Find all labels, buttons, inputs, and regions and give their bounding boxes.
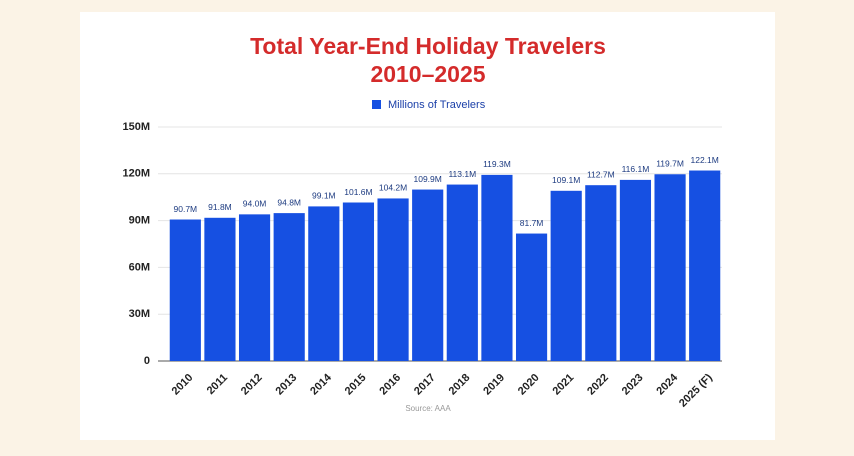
data-label: 94.0M	[243, 199, 267, 209]
x-tick-label: 2012	[239, 372, 265, 398]
bar	[204, 217, 236, 361]
x-tick-label: 2021	[551, 372, 577, 398]
chart-title: Total Year-End Holiday Travelers	[250, 33, 606, 59]
data-label: 119.3M	[483, 159, 511, 169]
y-tick-label: 120M	[122, 168, 150, 180]
data-label: 94.8M	[277, 197, 301, 207]
bar	[654, 174, 686, 361]
x-tick-label: 2023	[620, 372, 646, 398]
data-label: 113.1M	[448, 169, 476, 179]
x-tick-label: 2014	[308, 371, 334, 397]
data-label: 122.1M	[691, 155, 719, 165]
data-label: 99.1M	[312, 191, 336, 201]
bar	[689, 170, 721, 361]
bar	[412, 189, 444, 361]
bar	[273, 213, 305, 361]
data-label: 119.7M	[656, 159, 684, 169]
x-tick-label: 2017	[412, 372, 438, 398]
x-tick-label: 2013	[274, 372, 300, 398]
data-label: 116.1M	[622, 164, 650, 174]
x-tick-label: 2015	[343, 372, 369, 398]
bar	[585, 185, 617, 361]
bar	[169, 219, 201, 361]
data-label: 91.8M	[208, 202, 232, 212]
x-tick-label: 2024	[654, 371, 680, 397]
bar	[377, 198, 409, 361]
data-label: 101.6M	[344, 187, 372, 197]
x-tick-label: 2025 (F)	[677, 371, 715, 409]
data-label: 109.9M	[414, 174, 442, 184]
bar	[342, 202, 375, 361]
data-label: 90.7M	[174, 204, 198, 214]
bar	[481, 174, 513, 361]
legend-swatch	[372, 100, 381, 109]
x-tick-label: 2020	[516, 372, 542, 398]
bar	[550, 190, 582, 361]
x-tick-label: 2010	[170, 372, 196, 398]
chart-subtitle: 2010–2025	[370, 61, 485, 87]
x-tick-label: 2018	[447, 372, 473, 398]
x-tick-label: 2022	[585, 372, 611, 398]
data-label: 104.2M	[379, 183, 407, 193]
data-label: 109.1M	[552, 175, 580, 185]
legend-label: Millions of Travelers	[388, 99, 486, 111]
bar	[238, 214, 271, 361]
y-tick-label: 0	[144, 355, 150, 367]
source-note: Source: AAA	[405, 404, 451, 413]
x-tick-label: 2019	[481, 372, 507, 398]
y-tick-label: 90M	[129, 215, 150, 227]
data-label: 112.7M	[587, 169, 615, 179]
bar	[446, 184, 478, 361]
x-tick-label: 2016	[377, 372, 403, 398]
y-tick-label: 60M	[129, 261, 150, 273]
bar	[308, 206, 340, 361]
y-tick-label: 150M	[122, 121, 150, 133]
data-label: 81.7M	[520, 218, 544, 228]
x-tick-label: 2011	[205, 372, 230, 397]
bar	[515, 233, 548, 361]
bar	[619, 179, 652, 361]
y-tick-label: 30M	[129, 308, 150, 320]
